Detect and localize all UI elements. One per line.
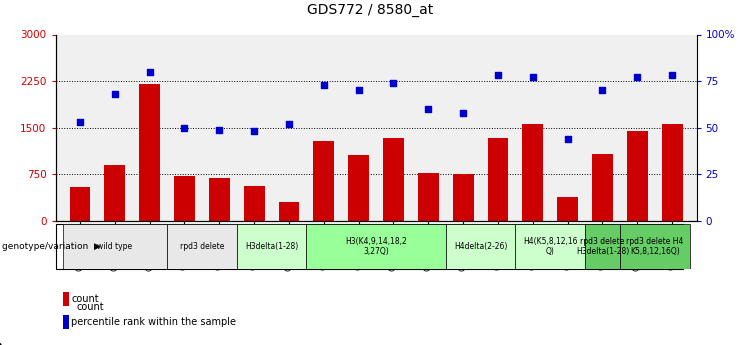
Bar [306, 224, 446, 269]
Text: count: count [71, 294, 99, 304]
Bar [70, 187, 90, 221]
Text: H4delta(2-26): H4delta(2-26) [454, 242, 508, 251]
Point [492, 73, 504, 78]
Point [109, 91, 121, 97]
Bar [174, 176, 195, 221]
Bar [348, 155, 369, 221]
Text: rpd3 delete
H3delta(1-28): rpd3 delete H3delta(1-28) [576, 237, 629, 256]
Bar [516, 224, 585, 269]
Bar [620, 224, 690, 269]
Bar [104, 165, 125, 221]
Text: wild type: wild type [97, 242, 133, 251]
Bar [418, 173, 439, 221]
Point [283, 121, 295, 127]
Point [213, 127, 225, 132]
Text: rpd3 delete H4
K5,8,12,16Q): rpd3 delete H4 K5,8,12,16Q) [626, 237, 683, 256]
Point [666, 73, 678, 78]
Bar [63, 315, 69, 329]
Bar [236, 224, 306, 269]
Bar [627, 131, 648, 221]
Point [74, 119, 86, 125]
Bar [592, 154, 613, 221]
Bar [662, 124, 682, 221]
Point [353, 88, 365, 93]
Text: H3delta(1-28): H3delta(1-28) [245, 242, 298, 251]
Bar [167, 224, 236, 269]
Point [248, 129, 260, 134]
Bar [446, 224, 516, 269]
Point [597, 88, 608, 93]
Point [179, 125, 190, 130]
Text: rpd3 delete: rpd3 delete [180, 242, 224, 251]
Point [457, 110, 469, 116]
Text: H3(K4,9,14,18,2
3,27Q): H3(K4,9,14,18,2 3,27Q) [345, 237, 407, 256]
Point [631, 75, 643, 80]
Text: percentile rank within the sample: percentile rank within the sample [71, 317, 236, 327]
Point [422, 106, 434, 112]
Bar [62, 224, 167, 269]
Point [388, 80, 399, 86]
Bar [453, 174, 473, 221]
Bar [585, 224, 620, 269]
Bar [279, 202, 299, 221]
Bar [209, 178, 230, 221]
Text: count: count [76, 302, 104, 312]
Bar [313, 141, 334, 221]
Text: H4(K5,8,12,16
Q): H4(K5,8,12,16 Q) [523, 237, 577, 256]
Bar [488, 138, 508, 221]
Point [562, 136, 574, 141]
Text: GDS772 / 8580_at: GDS772 / 8580_at [308, 3, 433, 18]
Point [318, 82, 330, 88]
Point [144, 69, 156, 75]
Bar [139, 84, 160, 221]
Bar [63, 292, 69, 306]
Text: genotype/variation  ▶: genotype/variation ▶ [2, 242, 101, 251]
Bar [244, 186, 265, 221]
Point [527, 75, 539, 80]
Bar [383, 138, 404, 221]
Bar [557, 197, 578, 221]
Bar [522, 124, 543, 221]
